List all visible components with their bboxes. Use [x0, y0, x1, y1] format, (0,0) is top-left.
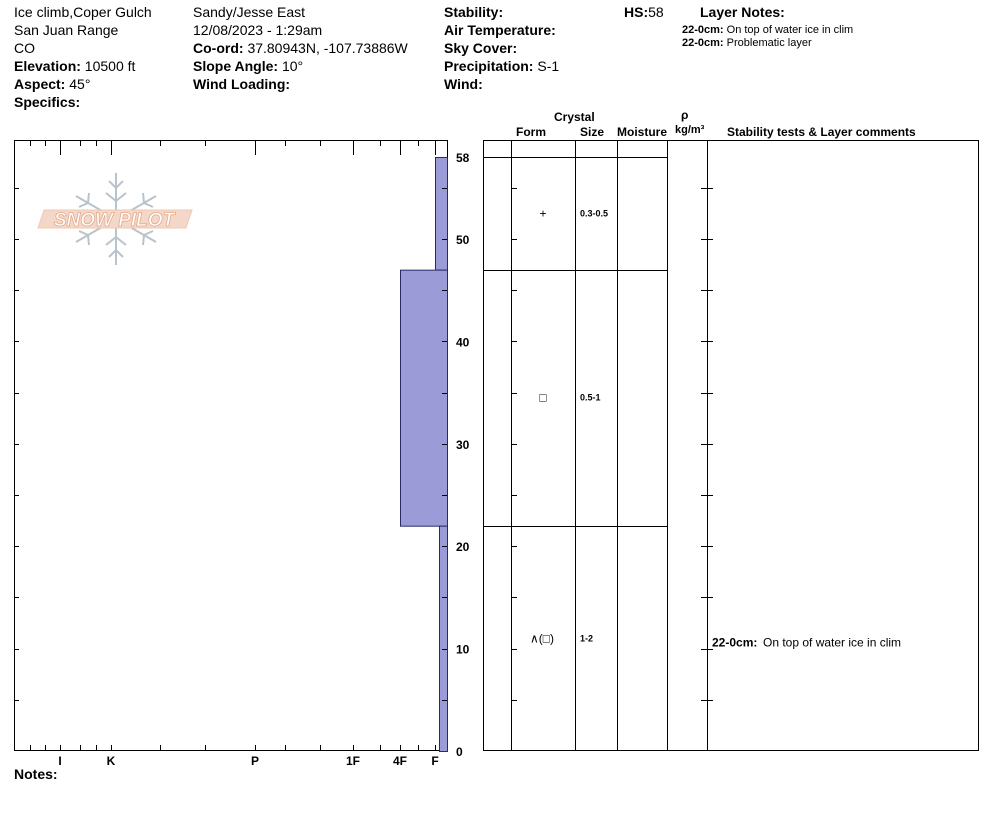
snowpilot-logo: SNOW PILOT [37, 173, 193, 265]
wind-label: Wind: [444, 76, 483, 92]
depth-tick-label: 10 [456, 643, 470, 657]
layer-notes-title: Layer Notes: [700, 4, 785, 20]
grain-size-label: 0.3-0.5 [580, 208, 608, 218]
layer-table-columns [511, 140, 708, 751]
grain-form-symbol: □ [539, 391, 546, 405]
layer-table-ticks [511, 188, 713, 701]
depth-tick-label: 20 [456, 540, 470, 554]
depth-axis: 0 10 20 30 40 50 58 [14, 151, 470, 759]
hardness-tick-label: 4F [393, 754, 407, 768]
slope-row: Slope Angle: 10° [193, 58, 303, 75]
col-form: Form [516, 125, 546, 139]
coord-row: Co-ord: 37.80943N, -107.73886W [193, 40, 408, 57]
observer-name: Sandy/Jesse East [193, 4, 306, 20]
wind-loading-label: Wind Loading: [193, 76, 291, 92]
state-name: CO [14, 40, 35, 56]
hardness-bar [400, 269, 448, 527]
sky-cover-label: Sky Cover: [444, 40, 518, 56]
layer-note: 22-0cm: On top of water ice in clim [682, 24, 853, 37]
hardness-bar [435, 157, 448, 271]
col-density-unit: kg/m³ [675, 124, 705, 136]
depth-tick-label: 40 [456, 335, 470, 349]
logo-text: SNOW PILOT [54, 210, 176, 231]
grain-size-label: 1-2 [580, 633, 593, 643]
hs-value: 58 [648, 4, 664, 20]
hardness-tick-label: 1F [346, 754, 360, 768]
depth-tick-label: 0 [456, 745, 463, 759]
precip-label: Precipitation: [444, 58, 534, 74]
grain-form-symbol: + [539, 206, 546, 220]
grain-form-symbol: ∧(□) [530, 631, 554, 645]
range-name: San Juan Range [14, 22, 119, 38]
precip-value: S-1 [537, 58, 560, 74]
coord-value: 37.80943N, -107.73886W [247, 40, 408, 56]
layer-note: 22-0cm: Problematic layer [682, 37, 812, 50]
layer-note-text: Problematic layer [726, 37, 812, 49]
elevation-row: Elevation: 10500 ft [14, 58, 135, 75]
coord-label: Co-ord: [193, 40, 244, 56]
observation-datetime: 12/08/2023 - 1:29am [193, 22, 323, 38]
elevation-value: 10500 ft [84, 58, 136, 74]
col-moisture: Moisture [617, 125, 668, 139]
depth-tick-label: 30 [456, 438, 470, 452]
layer-note-depth: 22-0cm: [682, 37, 724, 49]
elevation-label: Elevation: [14, 58, 81, 74]
layer-table-rows [483, 157, 668, 527]
hs-row: HS:58 [624, 4, 664, 21]
hardness-tick-label: K [107, 754, 116, 768]
hardness-axis: I K P 1F 4F F [30, 140, 439, 768]
col-size: Size [580, 125, 605, 139]
layer-table-cells: +0.3-0.5 □ 0.5-1 ∧(□) 1-2 22-0cm: On top of wa… [530, 206, 901, 649]
layer-note-text: On top of water ice in clim [726, 24, 854, 36]
depth-tick-label: 58 [456, 151, 470, 165]
layer-comment-depth: 22-0cm: [712, 635, 757, 649]
hardness-tick-label: P [251, 754, 259, 768]
layer-note-depth: 22-0cm: [682, 24, 724, 36]
aspect-label: Aspect: [14, 76, 66, 92]
precip-row: Precipitation: S-1 [444, 58, 559, 75]
layer-comment-text: On top of water ice in clim [763, 635, 901, 649]
hardness-bars [400, 157, 448, 752]
depth-tick-label: 50 [456, 233, 470, 247]
slope-label: Slope Angle: [193, 58, 279, 74]
stability-label: Stability: [444, 4, 504, 20]
hardness-tick-label: F [431, 754, 438, 768]
grain-size-label: 0.5-1 [580, 393, 601, 403]
location-name: Ice climb,Coper Gulch [14, 4, 152, 20]
col-rho: ρ [681, 108, 689, 122]
specifics-label: Specifics: [14, 94, 81, 110]
hardness-tick-label: I [58, 754, 61, 768]
col-crystal: Crystal [554, 110, 595, 124]
hardness-bar [439, 525, 448, 752]
air-temp-label: Air Temperature: [444, 22, 556, 38]
hs-label: HS: [624, 4, 649, 20]
layer-table-frame [483, 140, 979, 751]
notes-label: Notes: [14, 766, 58, 782]
col-comments: Stability tests & Layer comments [727, 125, 916, 139]
slope-value: 10° [281, 58, 304, 74]
logo-banner [37, 209, 193, 229]
aspect-value: 45° [69, 76, 91, 92]
aspect-row: Aspect: 45° [14, 76, 90, 93]
